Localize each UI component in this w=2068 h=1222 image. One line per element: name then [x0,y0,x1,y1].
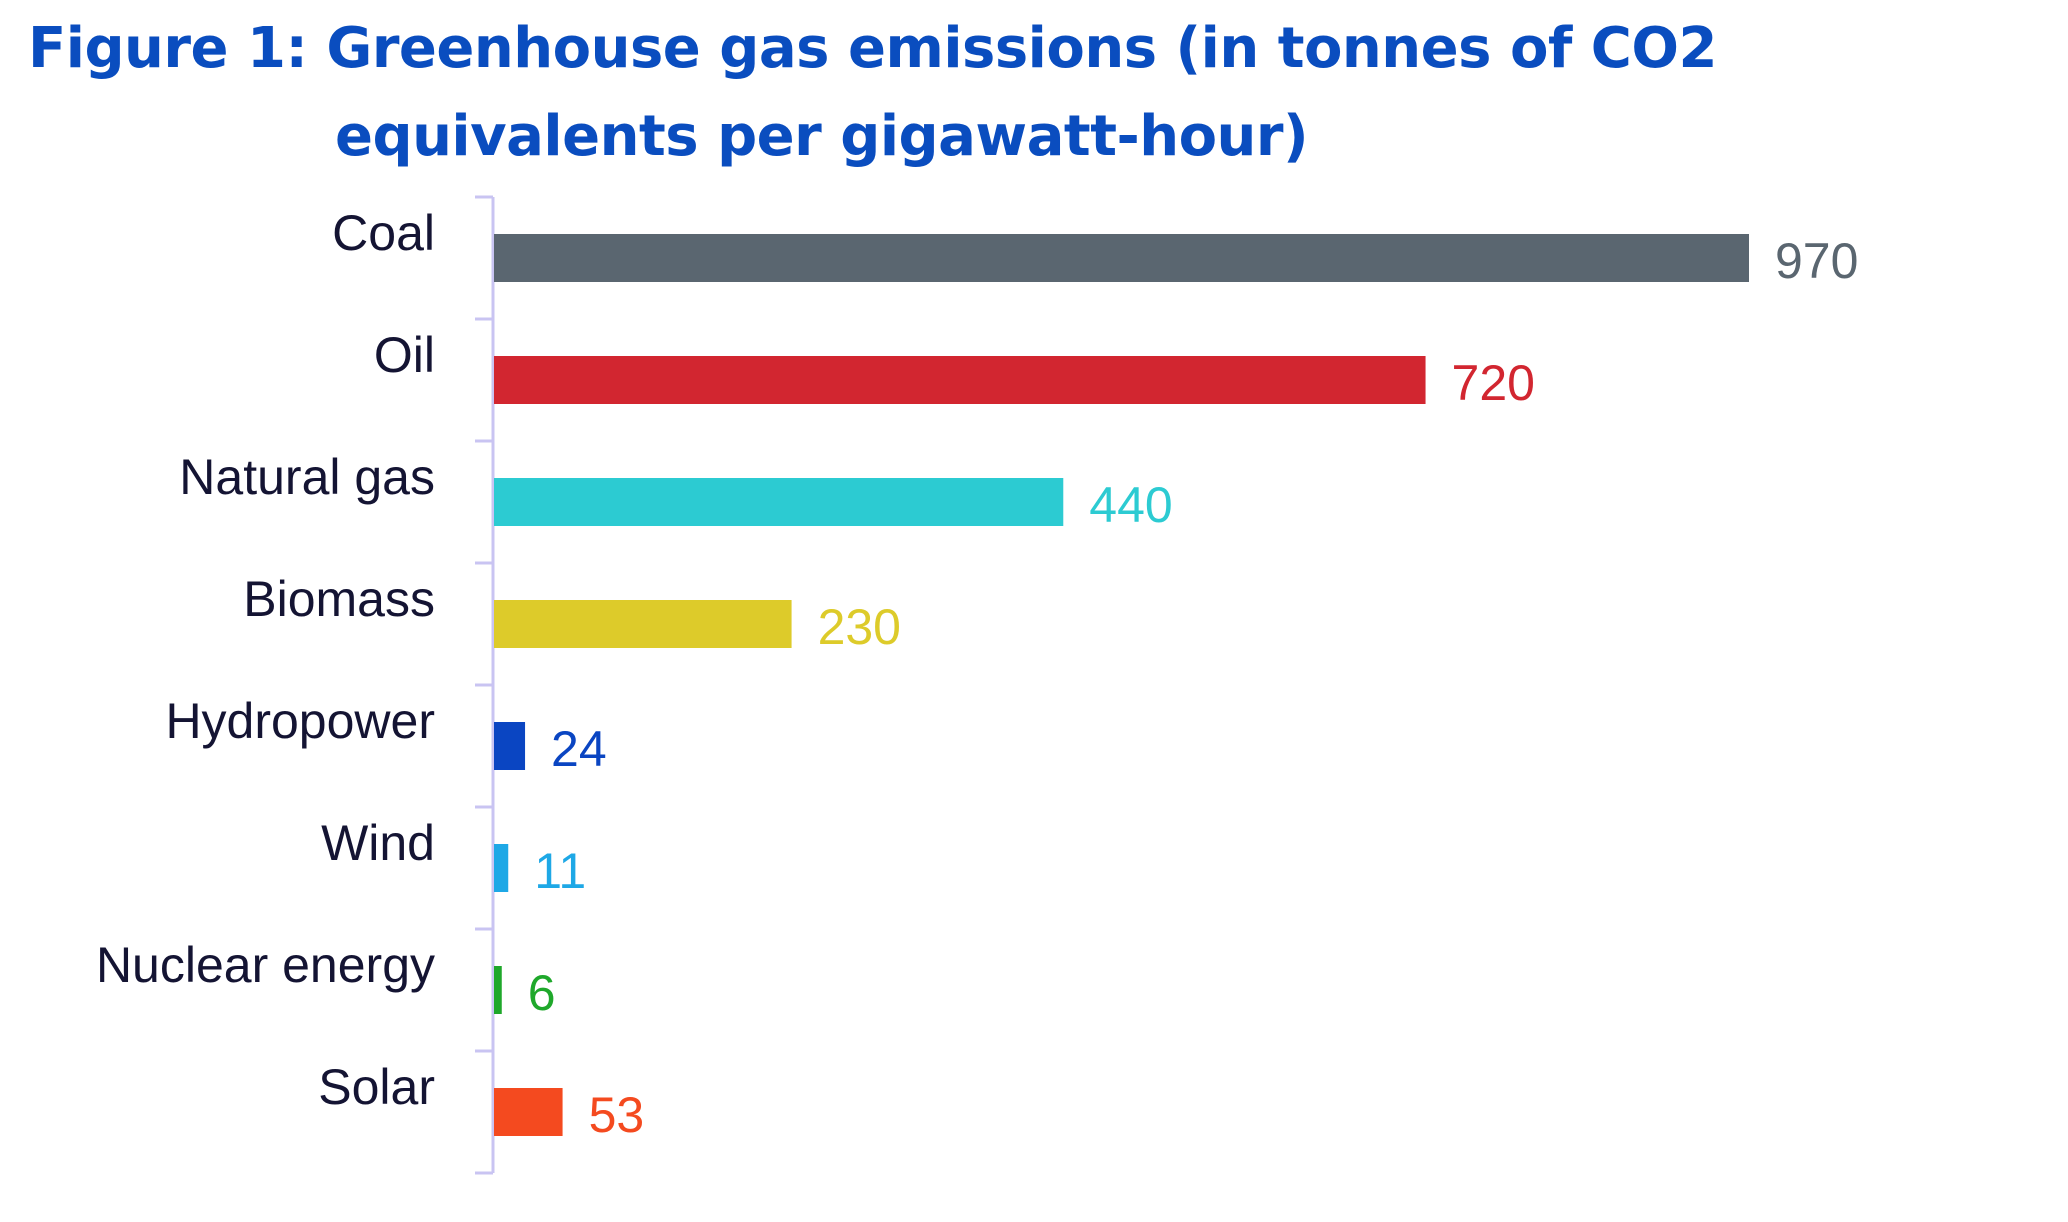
bar-wind [494,844,509,892]
chart-title-line-1: Figure 1: Greenhouse gas emissions (in t… [28,16,1717,81]
category-label: Coal [332,205,435,261]
category-label: Solar [318,1059,435,1115]
bar-solar [494,1088,563,1136]
category-label: Hydropower [165,693,435,749]
bar-natural-gas [494,478,1064,526]
category-label: Wind [321,815,435,871]
value-label: 970 [1775,233,1858,289]
value-label: 440 [1089,477,1172,533]
value-label: 24 [551,721,607,777]
category-label: Oil [374,327,435,383]
value-label: 6 [528,965,556,1021]
value-label: 720 [1452,355,1535,411]
bar-coal [494,234,1749,282]
category-label: Nuclear energy [96,937,435,993]
chart-title-line-2: equivalents per gigawatt-hour) [335,104,1309,169]
value-label: 230 [818,599,901,655]
bar-biomass [494,600,792,648]
value-label: 53 [589,1087,645,1143]
bar-hydropower [494,722,526,770]
bar-oil [494,356,1426,404]
bar-nuclear-energy [494,966,502,1014]
value-label: 11 [534,843,586,899]
category-label: Natural gas [179,449,435,505]
category-label: Biomass [243,571,435,627]
